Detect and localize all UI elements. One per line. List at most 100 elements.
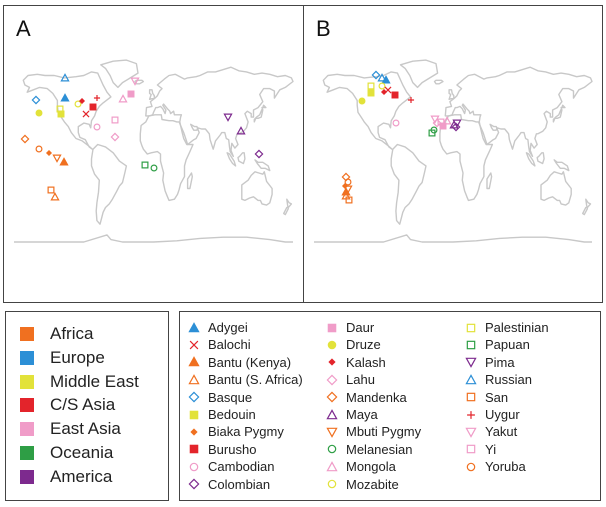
population-legend-mandenka: Mandenka: [326, 389, 407, 406]
legend-marker: [326, 408, 338, 419]
population-label: Adygei: [208, 320, 248, 335]
legend-marker: [327, 445, 337, 454]
marker-mozabite: [74, 100, 82, 108]
landmass-eurasia: [444, 66, 593, 158]
marker-mandenka: [20, 134, 30, 144]
marker-cambodian: [392, 119, 400, 127]
population-legend-cambodian: Cambodian: [188, 458, 275, 475]
population-label: Mandenka: [346, 389, 407, 405]
population-label: Melanesian: [346, 441, 413, 457]
population-label: Biaka Pygmy: [208, 424, 284, 440]
marker-melanesian: [430, 126, 438, 134]
population-legend-pima: Pima: [465, 354, 515, 371]
population-legend-daur: Daur: [326, 319, 374, 336]
population-label: Maya: [346, 407, 378, 422]
legend-marker-melanesian: [327, 445, 337, 454]
marker-bedouin: [57, 110, 65, 118]
marker-daur: [439, 122, 447, 130]
legend-marker: [465, 373, 477, 384]
legend-marker: [328, 358, 336, 366]
map-panel-b: B: [303, 5, 603, 303]
population-legend-bantu-s-africa: Bantu (S. Africa): [188, 371, 303, 388]
marker-cambodian: [93, 123, 101, 131]
marker-san: [47, 186, 55, 194]
population-label: Bantu (S. Africa): [208, 372, 303, 388]
marker-daur: [127, 90, 135, 98]
legend-marker: [189, 340, 199, 350]
marker-yakut: [130, 77, 140, 86]
landmass-northamerica: [322, 71, 412, 150]
population-label: Lahu: [346, 372, 375, 388]
population-label: Pima: [485, 354, 515, 370]
region-label: Middle East: [50, 371, 139, 391]
legend-marker: [188, 391, 200, 403]
marker-basque: [31, 95, 41, 105]
region-legend-middle-east: Middle East: [20, 372, 139, 392]
marker-mbuti-pygmy: [52, 154, 62, 163]
region-label: Europe: [50, 347, 105, 367]
population-legend-maya: Maya: [326, 406, 378, 423]
region-label: Oceania: [50, 443, 114, 462]
marker-maya: [236, 126, 246, 135]
population-label: Burusho: [208, 441, 257, 457]
legend-marker: [326, 374, 338, 386]
legend-marker-mbuti-pygmy: [326, 427, 338, 438]
legend-marker: [190, 428, 198, 436]
population-legend-yi: Yi: [465, 441, 496, 458]
marker-burusho: [89, 103, 97, 111]
region-label: Africa: [50, 324, 94, 343]
legend-marker-papuan: [466, 340, 476, 350]
population-label: San: [485, 389, 509, 405]
legend-marker: [466, 445, 476, 454]
legend-marker: [189, 445, 199, 454]
legend-marker-balochi: [189, 340, 199, 350]
marker-uygur: [407, 96, 415, 104]
marker-yoruba: [344, 178, 352, 186]
landmass-antarctica: [314, 234, 592, 243]
marker-kalash: [78, 97, 86, 105]
legend-marker: [327, 479, 337, 489]
legend-marker: [327, 340, 337, 350]
region-swatch: [20, 374, 34, 389]
landmass-newguinea: [553, 159, 570, 172]
population-legend-mongola: Mongola: [326, 458, 396, 475]
landmass-sumatra: [226, 152, 237, 167]
population-label: Palestinian: [485, 320, 549, 335]
landmass-southamerica: [390, 143, 427, 225]
region-legend-europe: Europe: [20, 348, 105, 368]
world-map: [14, 59, 294, 243]
legend-marker-yakut: [465, 427, 477, 438]
legend-marker: [188, 478, 200, 490]
region-swatch: [20, 327, 34, 341]
legend-marker: [189, 410, 199, 419]
marker-basque: [371, 70, 381, 80]
legend-marker-russian: [465, 373, 477, 384]
population-legend-basque: Basque: [188, 389, 252, 406]
marker-bantu-s-africa: [50, 192, 60, 201]
marker-yoruba: [35, 145, 43, 153]
legend-marker-colombian: [188, 478, 200, 490]
marker-papuan: [141, 161, 149, 169]
marker-druze: [358, 97, 366, 105]
marker-san: [345, 196, 353, 204]
population-legend-burusho: Burusho: [188, 441, 256, 458]
legend-marker-biaka-pygmy: [190, 428, 198, 436]
marker-mozabite: [378, 82, 386, 90]
population-legend-mozabite: Mozabite: [326, 476, 399, 493]
landmass-newzealand: [283, 198, 293, 216]
population-legend-uygur: Uygur: [465, 406, 520, 423]
landmass-iceland: [134, 79, 145, 85]
population-label: Bantu (Kenya): [208, 354, 292, 370]
population-label: Kalash: [346, 354, 386, 370]
legend-marker-cambodian: [189, 462, 199, 471]
legend-marker: [188, 356, 200, 367]
marker-russian: [377, 73, 387, 82]
legend-marker-druze: [327, 340, 337, 350]
marker-palestinian: [367, 82, 375, 90]
population-legend-bedouin: Bedouin: [188, 406, 256, 423]
landmass-antarctica: [14, 234, 293, 243]
legend-marker-bantu-s-africa: [188, 373, 200, 384]
legend-marker-kalash: [328, 358, 336, 366]
marker-druze: [35, 109, 43, 117]
legend-marker-pima: [465, 358, 477, 369]
